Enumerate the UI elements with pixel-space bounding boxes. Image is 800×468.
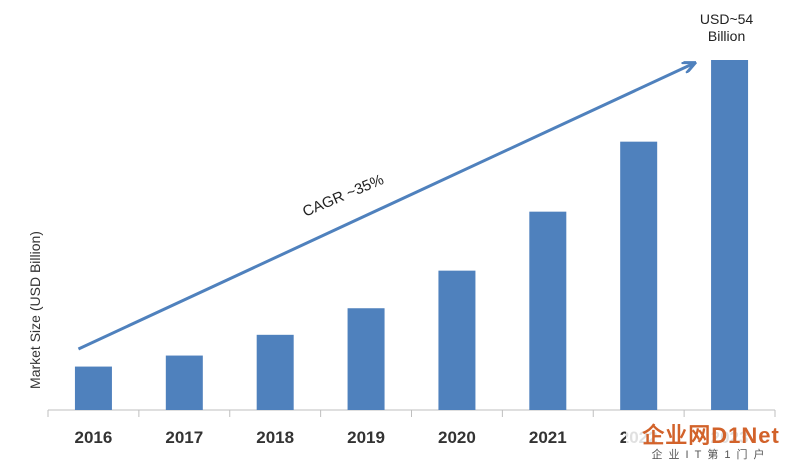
bar-2022 [620,141,658,410]
bar-2021 [529,211,567,410]
last-value-callout-line-2: Billion [708,28,745,44]
bar-2017 [165,355,203,410]
x-tick-label-2021: 2021 [529,428,567,447]
y-axis-label: Market Size (USD Billion) [27,231,43,389]
bar-2018 [256,334,294,410]
watermark-main: 企业网D1Net [642,423,780,448]
bar-2020 [438,270,476,410]
x-tick-label-2019: 2019 [347,428,385,447]
bar-2019 [347,308,385,410]
watermark-logo: 企业网D1Net 企业IT第1门户 [626,424,796,466]
last-value-callout-line-1: USD~54 [700,11,754,27]
cagr-trend-arrow [77,63,694,351]
x-tick-label-2018: 2018 [256,428,294,447]
x-tick-label-2016: 2016 [75,428,113,447]
x-tick-label-2017: 2017 [165,428,203,447]
x-tick-label-2020: 2020 [438,428,476,447]
bar-2016 [74,366,112,410]
bar-2023 [711,60,749,410]
watermark-sub: 企业IT第1门户 [651,449,771,461]
